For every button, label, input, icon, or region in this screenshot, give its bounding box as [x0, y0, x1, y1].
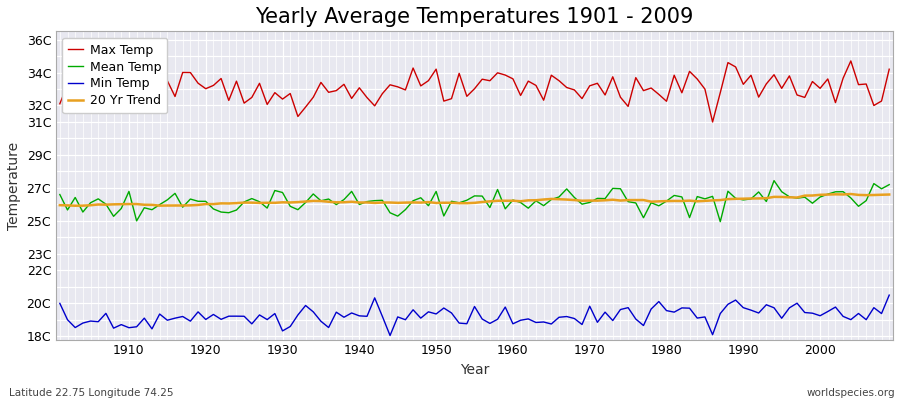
Min Temp: [515, 318, 526, 323]
20 Yr Trend: [292, 200, 303, 204]
Max Temp: [884, 67, 895, 72]
Mean Temp: [769, 178, 779, 183]
Mean Temp: [884, 182, 895, 187]
Mean Temp: [599, 196, 610, 201]
Mean Temp: [500, 206, 510, 211]
Mean Temp: [116, 206, 127, 211]
Min Temp: [384, 333, 395, 338]
20 Yr Trend: [123, 202, 134, 206]
20 Yr Trend: [884, 192, 895, 197]
20 Yr Trend: [508, 198, 518, 203]
Min Temp: [116, 322, 127, 327]
Line: Min Temp: Min Temp: [59, 295, 889, 336]
Max Temp: [599, 92, 610, 97]
Mean Temp: [331, 202, 342, 207]
Line: 20 Yr Trend: 20 Yr Trend: [59, 194, 889, 206]
Max Temp: [54, 101, 65, 106]
Max Temp: [500, 73, 510, 78]
20 Yr Trend: [70, 203, 81, 208]
Legend: Max Temp, Mean Temp, Min Temp, 20 Yr Trend: Max Temp, Mean Temp, Min Temp, 20 Yr Tre…: [62, 38, 167, 113]
Mean Temp: [284, 204, 295, 209]
20 Yr Trend: [608, 197, 618, 202]
Max Temp: [284, 91, 295, 96]
Title: Yearly Average Temperatures 1901 - 2009: Yearly Average Temperatures 1901 - 2009: [256, 7, 694, 27]
Min Temp: [54, 301, 65, 306]
Mean Temp: [508, 198, 518, 202]
Max Temp: [845, 58, 856, 63]
Min Temp: [608, 318, 618, 323]
Mean Temp: [715, 219, 725, 224]
Min Temp: [508, 321, 518, 326]
Min Temp: [284, 324, 295, 329]
Mean Temp: [54, 192, 65, 197]
20 Yr Trend: [54, 203, 65, 208]
20 Yr Trend: [338, 200, 349, 205]
20 Yr Trend: [845, 192, 856, 196]
Max Temp: [331, 88, 342, 93]
Line: Max Temp: Max Temp: [59, 61, 889, 122]
Text: worldspecies.org: worldspecies.org: [807, 388, 896, 398]
Text: Latitude 22.75 Longitude 74.25: Latitude 22.75 Longitude 74.25: [9, 388, 174, 398]
Max Temp: [508, 76, 518, 81]
Min Temp: [331, 310, 342, 314]
X-axis label: Year: Year: [460, 363, 490, 377]
20 Yr Trend: [515, 199, 526, 204]
Max Temp: [707, 120, 718, 124]
Max Temp: [116, 79, 127, 84]
Y-axis label: Temperature: Temperature: [7, 141, 21, 230]
Line: Mean Temp: Mean Temp: [59, 181, 889, 222]
Min Temp: [884, 293, 895, 298]
